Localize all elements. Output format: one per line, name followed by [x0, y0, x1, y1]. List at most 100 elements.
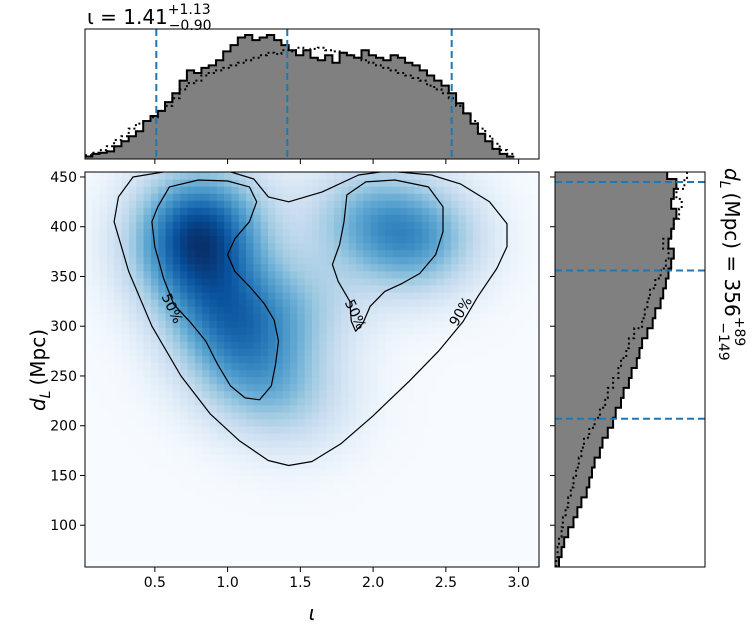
heatmap-cell [465, 221, 474, 230]
heatmap-cell [297, 418, 306, 427]
heatmap-cell [180, 531, 189, 540]
heatmap-cell [429, 200, 438, 208]
heatmap-cell [370, 425, 379, 434]
heatmap-cell [312, 503, 320, 512]
heatmap-cell [209, 249, 218, 258]
heatmap-cell [231, 383, 240, 392]
heatmap-cell [312, 524, 320, 533]
heatmap-cell [333, 172, 342, 180]
heatmap-cell [355, 447, 364, 455]
heatmap-cell [275, 172, 284, 180]
heatmap-cell [246, 383, 255, 392]
heatmap-cell [187, 447, 196, 455]
heatmap-cell [319, 200, 328, 208]
heatmap-cell [363, 249, 372, 258]
heatmap-cell [275, 376, 284, 385]
heatmap-cell [495, 355, 503, 364]
heatmap-cell [85, 440, 93, 448]
heatmap-cell [348, 432, 357, 441]
heatmap-cell [480, 214, 489, 222]
heatmap-cell [458, 193, 467, 201]
heatmap-cell [473, 263, 482, 272]
heatmap-cell [253, 447, 262, 455]
heatmap-cell [121, 411, 130, 420]
heatmap-cell [246, 256, 255, 265]
heatmap-cell [392, 306, 401, 314]
heatmap-cell [238, 517, 247, 526]
heatmap-cell [202, 376, 211, 385]
heatmap-cell [421, 397, 430, 406]
heatmap-cell [92, 313, 101, 321]
heatmap-cell [392, 320, 401, 328]
heatmap-cell [114, 432, 123, 441]
heatmap-cell [355, 482, 364, 491]
heatmap-cell [341, 298, 350, 307]
heatmap-cell [531, 214, 539, 222]
heatmap-cell [458, 397, 467, 406]
heatmap-cell [458, 432, 467, 441]
heatmap-cell [421, 496, 430, 505]
heatmap-cell [458, 242, 467, 251]
heatmap-cell [224, 362, 233, 371]
heatmap-cell [333, 432, 342, 441]
heatmap-cell [158, 503, 167, 512]
heatmap-cell [429, 475, 438, 483]
heatmap-cell [136, 235, 145, 244]
heatmap-cell [121, 461, 130, 469]
heatmap-cell [436, 334, 445, 342]
heatmap-cell [465, 524, 474, 533]
heatmap-cell [187, 411, 196, 420]
heatmap-cell [414, 475, 423, 483]
heatmap-cell [377, 559, 386, 567]
heatmap-cell [348, 284, 357, 293]
heatmap-cell [524, 200, 533, 208]
heatmap-cell [121, 390, 130, 399]
heatmap-cell [326, 475, 335, 483]
heatmap-cell [312, 552, 320, 561]
heatmap-cell [414, 193, 423, 201]
heatmap-cell [421, 552, 430, 561]
heatmap-cell [473, 172, 482, 180]
heatmap-cell [355, 284, 364, 293]
heatmap-cell [480, 461, 489, 469]
heatmap-cell [209, 376, 218, 385]
heatmap-cell [414, 461, 423, 469]
heatmap-cell [495, 298, 503, 307]
contour-line [113, 172, 508, 467]
heatmap-cell [451, 482, 460, 491]
heatmap-cell [209, 186, 218, 194]
heatmap-cell [451, 270, 460, 279]
heatmap-cell [495, 172, 503, 180]
heatmap-cell [370, 369, 379, 378]
heatmap-cell [399, 242, 408, 251]
heatmap-cell [150, 447, 159, 455]
heatmap-cell [85, 418, 93, 427]
heatmap-cell [370, 482, 379, 491]
heatmap-cell [436, 214, 445, 222]
heatmap-cell [495, 200, 503, 208]
heatmap-cell [121, 327, 130, 335]
heatmap-cell [355, 256, 364, 265]
heatmap-cell [114, 552, 123, 561]
heatmap-cell [531, 284, 539, 293]
heatmap-cell [443, 298, 452, 307]
heatmap-cell [304, 531, 313, 540]
heatmap-cell [458, 503, 467, 512]
heatmap-cell [429, 327, 438, 335]
heatmap-cell [282, 291, 291, 300]
heatmap-cell [216, 200, 225, 208]
heatmap-cell [524, 214, 533, 222]
heatmap-cell [443, 172, 452, 180]
heatmap-cell [509, 503, 518, 512]
heatmap-cell [85, 411, 93, 420]
heatmap-cell [238, 397, 247, 406]
heatmap-cell [495, 362, 503, 371]
heatmap-cell [487, 207, 496, 215]
heatmap-cell [304, 235, 313, 244]
heatmap-cell [312, 411, 320, 420]
heatmap-cell [172, 284, 181, 293]
heatmap-cell [385, 320, 394, 328]
heatmap-cell [136, 432, 145, 441]
heatmap-cell [502, 263, 511, 272]
heatmap-cell [150, 559, 159, 567]
